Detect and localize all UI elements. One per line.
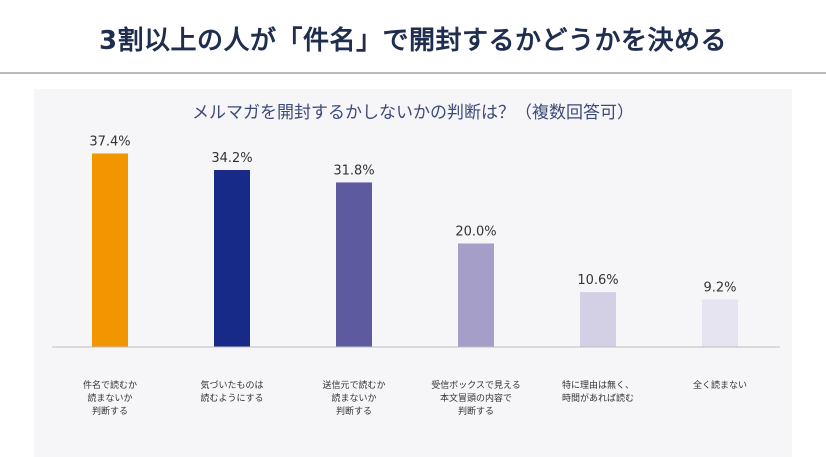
data-label-4: 20.0% xyxy=(455,225,496,240)
category-label-4-line-2: 本文冒頭の内容で xyxy=(440,392,512,404)
data-label-6: 9.2% xyxy=(703,280,736,295)
page-title: 3割以上の人が「件名」で開封するかどうかを決める xyxy=(98,26,728,56)
bar-4 xyxy=(458,243,494,347)
data-label-3: 31.8% xyxy=(333,163,374,178)
title-divider xyxy=(0,72,826,74)
bar-6 xyxy=(702,299,738,347)
category-label-4-line-3: 判断する xyxy=(458,405,494,417)
bars-layer xyxy=(92,153,738,347)
data-label-1: 37.4% xyxy=(89,134,130,149)
category-label-4-line-1: 受信ボックスで見える xyxy=(431,379,520,391)
category-label-6-line-1: 全く読まない xyxy=(693,379,747,391)
chart-panel xyxy=(34,89,792,457)
category-label-2-line-2: 読むようにする xyxy=(200,392,263,404)
category-label-3-line-3: 判断する xyxy=(336,405,372,417)
bar-2 xyxy=(214,170,250,347)
category-label-2-line-1: 気づいたものは xyxy=(200,379,263,391)
category-label-5-line-1: 特に理由は無く、 xyxy=(562,379,634,391)
bar-5 xyxy=(580,292,616,347)
bar-3 xyxy=(336,182,372,347)
category-label-3-line-1: 送信元で読むか xyxy=(322,379,385,391)
bar-1 xyxy=(92,153,128,347)
category-label-5-line-2: 時間があれば読む xyxy=(562,392,634,404)
category-label-1-line-1: 件名で読むか xyxy=(83,379,137,391)
category-label-1-line-2: 読まないか xyxy=(87,392,132,404)
category-label-3-line-2: 読まないか xyxy=(331,392,376,404)
chart-title: メルマガを開封するかしないかの判断は？（複数回答可） xyxy=(192,103,634,123)
data-label-5: 10.6% xyxy=(577,273,618,288)
labels-layer: 37.4%件名で読むか読まないか判断する34.2%気づいたものは読むようにする3… xyxy=(83,134,747,417)
category-label-1-line-3: 判断する xyxy=(92,405,128,417)
data-label-2: 34.2% xyxy=(211,151,252,166)
